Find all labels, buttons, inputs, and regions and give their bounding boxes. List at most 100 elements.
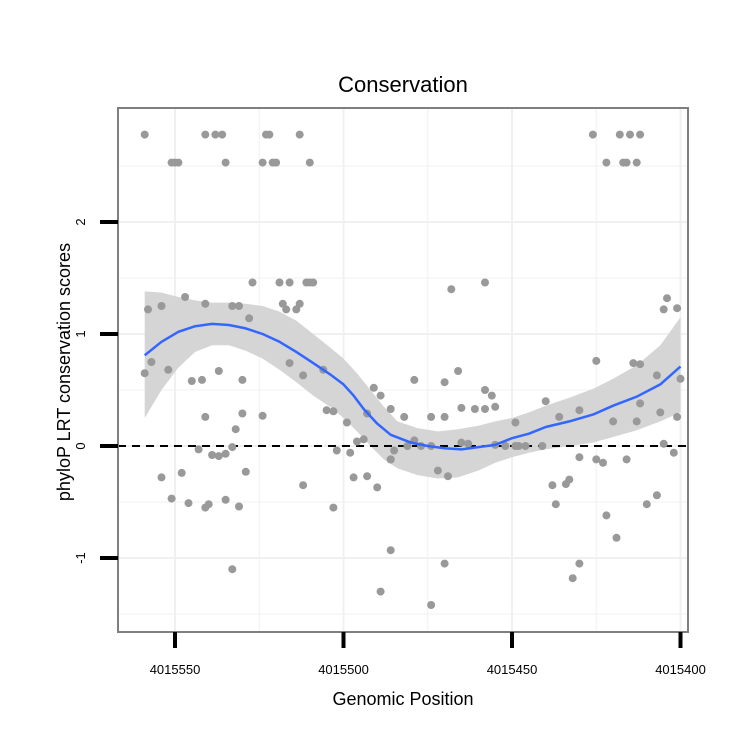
data-point (184, 499, 193, 508)
data-point (659, 305, 668, 314)
data-point (464, 439, 473, 448)
data-point (612, 533, 621, 542)
data-point (181, 293, 190, 301)
data-point (444, 472, 452, 481)
data-point (208, 451, 217, 459)
x-tick-label: 4015500 (318, 662, 369, 677)
data-point (211, 130, 220, 139)
data-point (440, 378, 449, 387)
data-point (588, 130, 597, 139)
data-point (386, 405, 395, 413)
data-point (427, 412, 436, 421)
data-point (258, 158, 267, 167)
data-point (565, 475, 574, 484)
data-point (235, 502, 243, 511)
data-point (201, 130, 210, 139)
data-point (174, 158, 183, 167)
data-point (400, 412, 409, 421)
data-point (433, 466, 442, 475)
data-point (376, 391, 385, 400)
data-point (218, 130, 227, 139)
data-point (275, 278, 284, 287)
data-point (214, 367, 223, 375)
data-point (228, 302, 237, 310)
y-tick-label: -1 (73, 552, 88, 564)
data-point (157, 473, 166, 482)
data-point (652, 371, 661, 380)
data-point (626, 130, 634, 139)
data-point (228, 565, 237, 574)
data-point (221, 495, 230, 504)
data-point (481, 278, 489, 287)
data-point (676, 374, 685, 383)
data-point (245, 314, 254, 323)
x-tick-label: 4015550 (150, 662, 201, 677)
data-point (481, 386, 489, 394)
y-axis-label: phyloP LRT conservation scores (54, 243, 74, 501)
data-point (238, 409, 247, 418)
data-point (295, 130, 304, 139)
data-point (548, 481, 557, 490)
data-point (622, 455, 631, 464)
data-point (235, 302, 243, 310)
data-point (410, 375, 419, 384)
data-point (551, 500, 560, 509)
data-point (491, 402, 500, 411)
data-point (673, 304, 682, 313)
data-point (299, 371, 308, 380)
x-axis-label: Genomic Position (332, 689, 473, 709)
data-point (329, 503, 338, 512)
data-point (201, 412, 210, 421)
x-tick-label: 4015400 (655, 662, 706, 677)
data-point (140, 130, 149, 139)
data-point (265, 130, 274, 139)
data-point (376, 587, 385, 596)
data-point (636, 130, 645, 139)
data-point (555, 412, 564, 421)
data-point (349, 473, 358, 482)
data-point (147, 358, 156, 366)
data-point (353, 437, 361, 446)
data-point (568, 574, 577, 583)
data-point (221, 158, 230, 167)
data-point (386, 455, 395, 464)
data-point (470, 405, 479, 413)
data-point (427, 601, 436, 609)
data-point (231, 425, 240, 434)
data-point (622, 158, 631, 167)
x-axis: 4015550 4015500 4015450 4015400 (150, 632, 706, 677)
data-point (346, 448, 355, 457)
data-point (386, 546, 395, 555)
data-point (241, 467, 250, 476)
data-point (659, 439, 668, 448)
data-point (440, 559, 449, 568)
data-point (538, 442, 547, 450)
data-point (592, 356, 601, 365)
data-point (652, 491, 661, 500)
data-point (194, 445, 203, 454)
data-point (373, 483, 382, 492)
data-point (615, 130, 624, 139)
confidence-ribbon-layer (144, 291, 681, 479)
data-point (663, 294, 671, 303)
data-point (157, 302, 166, 310)
data-point (228, 443, 237, 452)
data-point (575, 453, 584, 462)
data-point (521, 442, 530, 450)
data-point (309, 278, 318, 287)
data-point (632, 158, 641, 167)
data-point (329, 407, 338, 416)
data-point (359, 435, 368, 444)
data-point (602, 511, 611, 520)
data-point (602, 158, 611, 167)
data-point (656, 408, 665, 417)
data-point (514, 442, 523, 450)
data-point (599, 458, 607, 467)
data-point (201, 503, 210, 512)
data-point (164, 365, 173, 374)
data-point (322, 406, 331, 415)
data-point (673, 412, 682, 421)
data-point (440, 412, 449, 421)
data-point (187, 377, 196, 385)
data-point (636, 399, 645, 408)
